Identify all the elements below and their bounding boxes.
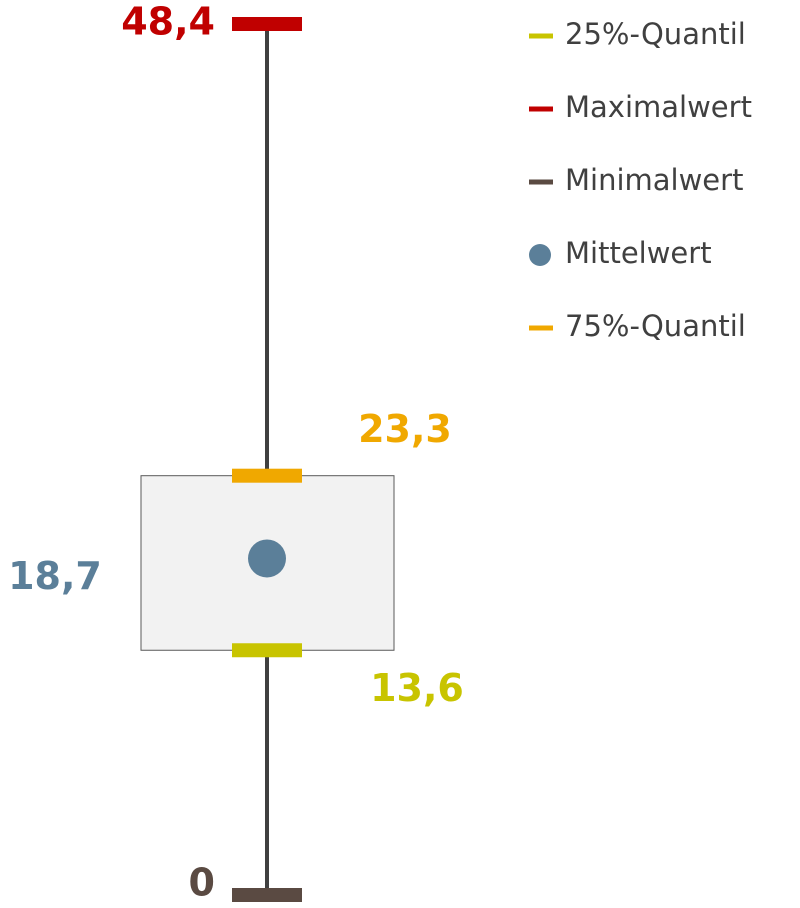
min-cap — [232, 888, 302, 902]
legend-label: 25%-Quantil — [565, 17, 746, 51]
max-cap — [232, 17, 302, 31]
legend-label: 75%-Quantil — [565, 309, 746, 343]
value-label: 48,4 — [121, 0, 215, 44]
legend-label: Minimalwert — [565, 163, 743, 197]
value-label: 23,3 — [358, 407, 452, 451]
legend-marker — [529, 33, 553, 39]
value-label: 18,7 — [8, 554, 102, 598]
value-label: 0 — [189, 861, 215, 905]
legend-marker — [529, 106, 553, 112]
q3-cap — [232, 468, 302, 483]
legend-marker — [529, 325, 553, 331]
legend-marker — [529, 244, 551, 266]
legend-label: Mittelwert — [565, 236, 712, 270]
value-label: 13,6 — [370, 666, 464, 710]
q1-cap — [232, 643, 302, 658]
mean-marker — [248, 539, 286, 578]
legend-label: Maximalwert — [565, 90, 752, 124]
legend-marker — [529, 179, 553, 185]
